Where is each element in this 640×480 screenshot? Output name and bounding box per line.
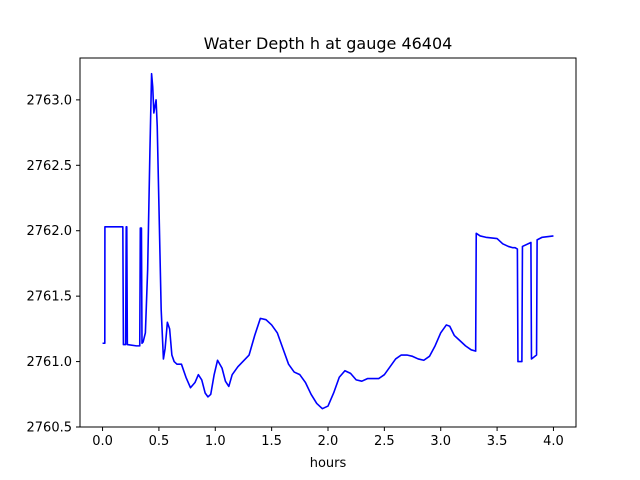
x-tick-label: 4.0 bbox=[543, 434, 564, 449]
x-tick-label: 2.5 bbox=[374, 434, 395, 449]
y-tick-label: 2762.0 bbox=[27, 224, 73, 239]
series-layer bbox=[102, 72, 554, 410]
y-tick-label: 2763.0 bbox=[27, 93, 73, 108]
y-tick-label: 2760.5 bbox=[27, 421, 73, 436]
x-tick-label: 1.5 bbox=[261, 434, 282, 449]
x-tick-label: 2.0 bbox=[318, 434, 339, 449]
x-axis-label: hours bbox=[310, 456, 347, 471]
series-line-1 bbox=[102, 72, 554, 410]
x-tick-label: 3.0 bbox=[430, 434, 451, 449]
y-tick-label: 2761.5 bbox=[27, 290, 73, 305]
x-tick-label: 0.0 bbox=[92, 434, 113, 449]
plot-area bbox=[79, 57, 577, 428]
x-tick-label: 0.5 bbox=[149, 434, 170, 449]
y-tick-label: 2762.5 bbox=[27, 159, 73, 174]
chart-title: Water Depth h at gauge 46404 bbox=[204, 34, 453, 53]
x-axis: 0.0 0.5 1.0 1.5 2.0 2.5 3.0 3.5 4.0 bbox=[92, 427, 564, 449]
y-tick-label: 2761.0 bbox=[27, 355, 73, 370]
y-axis: 2760.5 2761.0 2761.5 2762.0 2762.5 2763.0 bbox=[27, 93, 80, 436]
x-tick-label: 3.5 bbox=[487, 434, 508, 449]
x-tick-label: 1.0 bbox=[205, 434, 226, 449]
